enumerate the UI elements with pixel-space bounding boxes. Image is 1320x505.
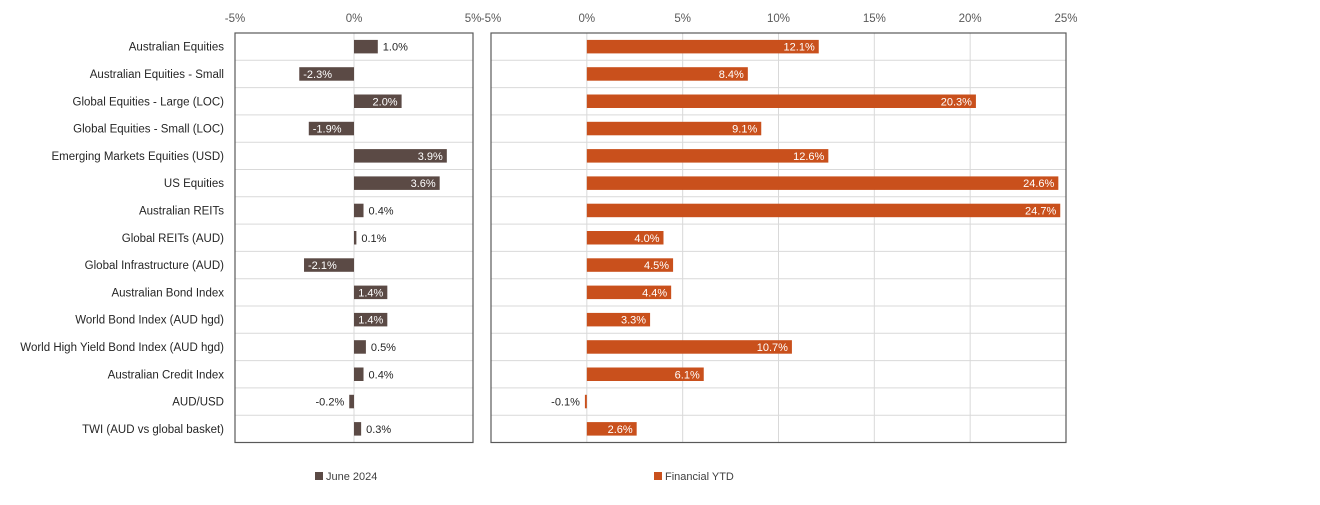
legend: June 2024 [315, 471, 377, 483]
x-tick-label: -5% [225, 13, 245, 25]
plot-border [490, 32, 1067, 444]
x-tick-label: 10% [767, 13, 790, 25]
data-label: 0.4% [369, 369, 394, 381]
bar [584, 394, 587, 409]
chart-panel-0: -5% 0% 5% 1.0% -2.3% 2.0% -1.9% 3.9% 3.6% 0.4% 0.1… [20, 13, 481, 483]
data-label: 24.6% [1023, 178, 1054, 190]
bar [586, 312, 651, 327]
legend-swatch [654, 472, 662, 480]
bar [586, 94, 976, 108]
data-label: 12.1% [784, 42, 815, 54]
data-label: 3.6% [411, 178, 436, 190]
x-tick-label: 15% [863, 13, 886, 25]
legend-label: Financial YTD [665, 471, 734, 483]
category-label: Australian Equities [129, 42, 224, 54]
bar [586, 39, 819, 54]
data-label: 1.4% [358, 287, 383, 299]
legend-label: June 2024 [326, 471, 377, 483]
bar [586, 340, 792, 354]
x-tick-label: 25% [1054, 13, 1077, 25]
bar [354, 422, 362, 436]
bar [349, 394, 354, 409]
x-tick-label: 20% [959, 13, 982, 25]
bar [586, 258, 674, 272]
bar [354, 285, 388, 300]
bar [586, 67, 748, 81]
category-label: Global Equities - Small (LOC) [73, 124, 224, 136]
bar [354, 312, 388, 327]
plot-border [234, 32, 474, 444]
data-label: 2.6% [608, 424, 633, 436]
x-tick-label: 5% [465, 13, 482, 25]
category-label: Australian Credit Index [108, 369, 225, 381]
bar [354, 39, 378, 54]
data-label: 4.5% [644, 260, 669, 272]
data-label: -2.1% [308, 260, 337, 272]
data-label: 10.7% [757, 342, 788, 354]
category-label: US Equities [164, 178, 224, 190]
data-label: 24.7% [1025, 205, 1056, 217]
category-label: Global REITs (AUD) [122, 233, 224, 245]
bar [586, 149, 829, 163]
data-label: 9.1% [732, 124, 757, 136]
data-label: 1.4% [358, 315, 383, 327]
x-tick-label: 0% [346, 13, 363, 25]
data-label: 8.4% [719, 69, 744, 81]
x-tick-label: 0% [579, 13, 596, 25]
data-label: 2.0% [373, 96, 398, 108]
data-label: 4.4% [642, 287, 667, 299]
legend: Financial YTD [654, 471, 734, 483]
category-label: World Bond Index (AUD hgd) [75, 315, 224, 327]
category-label: Australian REITs [139, 205, 224, 217]
category-label: TWI (AUD vs global basket) [82, 424, 224, 436]
bar [304, 258, 354, 272]
bar [308, 121, 354, 136]
data-label: 0.3% [366, 424, 391, 436]
data-label: 3.9% [418, 151, 443, 163]
data-label: 6.1% [675, 369, 700, 381]
bar [354, 203, 364, 218]
bar [354, 340, 366, 354]
legend-swatch [315, 472, 323, 480]
x-tick-label: -5% [481, 13, 501, 25]
data-label: 3.3% [621, 315, 646, 327]
bar [586, 285, 672, 300]
bar [354, 367, 364, 381]
chart-panel-1: -5% 0% 5% 10% 15% 20% 25% 12.1% 8.4% 20.3% 9.1% 12.… [481, 13, 1078, 483]
data-label: -0.1% [551, 397, 580, 409]
bar [354, 231, 357, 245]
category-label: Global Infrastructure (AUD) [85, 260, 224, 272]
bar [586, 231, 664, 245]
data-label: -2.3% [303, 69, 332, 81]
bar [586, 203, 1061, 218]
data-label: 0.4% [369, 205, 394, 217]
category-label: Australian Bond Index [111, 287, 224, 299]
bar [299, 67, 354, 81]
bar [586, 367, 704, 381]
bar [586, 422, 637, 436]
data-label: 0.1% [361, 233, 386, 245]
data-label: 12.6% [793, 151, 824, 163]
data-label: 0.5% [371, 342, 396, 354]
bar [586, 121, 762, 136]
data-label: 1.0% [383, 42, 408, 54]
x-tick-label: 5% [674, 13, 691, 25]
bar [586, 176, 1059, 190]
data-label: 4.0% [634, 233, 659, 245]
category-label: World High Yield Bond Index (AUD hgd) [20, 342, 224, 354]
data-label: -1.9% [313, 124, 342, 136]
category-label: Emerging Markets Equities (USD) [51, 151, 224, 163]
data-label: -0.2% [315, 397, 344, 409]
bar [354, 176, 440, 190]
category-label: AUD/USD [172, 397, 224, 409]
bar [354, 94, 402, 108]
data-label: 20.3% [941, 96, 972, 108]
category-label: Global Equities - Large (LOC) [73, 96, 225, 108]
bar [354, 149, 447, 163]
category-label: Australian Equities - Small [90, 69, 224, 81]
